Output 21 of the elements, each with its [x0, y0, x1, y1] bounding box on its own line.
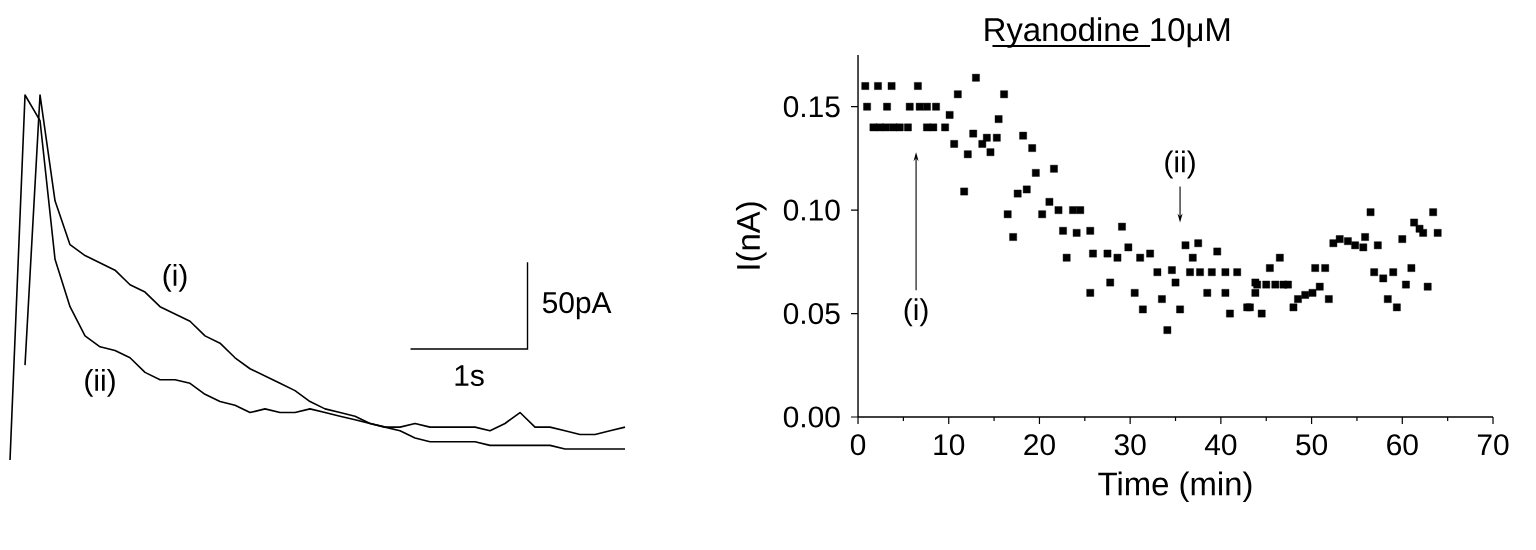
y-tick-label: 0.10 [783, 199, 840, 221]
x-tick-label: 50 [1296, 434, 1328, 456]
x-tick-label: 30 [1114, 434, 1146, 456]
annotation: 1s [455, 365, 484, 387]
x-tick-label: 60 [1387, 434, 1418, 456]
y-axis-title: I(nA) [735, 202, 767, 269]
x-tick-label: 10 [934, 434, 965, 456]
y-tick-label: 0.15 [783, 96, 840, 118]
annotation: (ii) [1165, 150, 1195, 179]
series-label: (i) [163, 263, 187, 292]
y-tick-label: 0.00 [783, 406, 840, 428]
y-tick-label: 0.05 [783, 302, 840, 325]
x-tick-label: 40 [1204, 434, 1237, 456]
x-tick-label: 20 [1024, 434, 1055, 456]
annotation: (i) [904, 298, 928, 327]
x-axis-title: Time (min) [1098, 471, 1252, 503]
chart-title: Ryanodine 10μM [985, 17, 1230, 48]
x-tick-label: 0 [850, 434, 866, 456]
annotation: 50pA [542, 292, 612, 320]
series-label: (ii) [85, 369, 115, 397]
x-tick-label: 70 [1477, 434, 1509, 456]
